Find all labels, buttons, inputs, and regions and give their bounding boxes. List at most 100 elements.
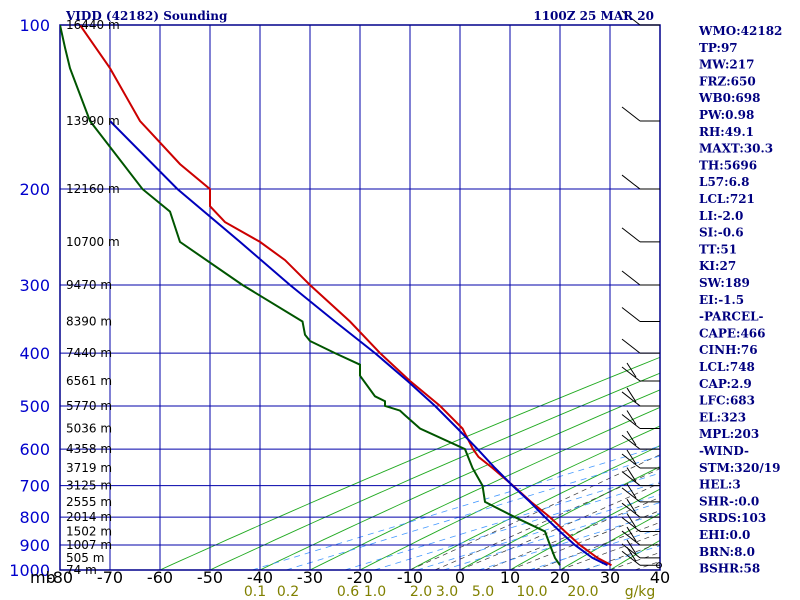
- wind-barb-flag: [621, 338, 641, 354]
- height-label: 16440 m: [66, 18, 120, 32]
- mixing-ratio-line: [251, 445, 660, 570]
- dry-adiabat: [409, 445, 660, 570]
- mixing-ratio-lines: [251, 445, 660, 570]
- temperature-tick-label: -80: [47, 568, 73, 587]
- wind-barb-flag: [621, 530, 641, 546]
- index-line: LI:-2.0: [699, 209, 743, 223]
- calm-wind-marker: [656, 562, 662, 569]
- index-line: HEL:3: [699, 478, 741, 492]
- wind-barb-flag: [621, 434, 641, 450]
- wind-barb-flag: [621, 227, 641, 243]
- dry-adiabat: [760, 25, 800, 570]
- pressure-tick-label: 800: [19, 508, 50, 527]
- wind-barb-flag: [621, 106, 641, 122]
- index-line: TT:51: [699, 242, 737, 256]
- pressure-tick-label: 200: [19, 180, 50, 199]
- index-line: -PARCEL-: [699, 310, 764, 324]
- height-label: 9470 m: [66, 278, 112, 292]
- index-line: CINH:76: [699, 343, 758, 357]
- wind-barb-flag: [626, 430, 637, 446]
- mixing-ratio-line: [374, 481, 660, 570]
- index-line: SW:189: [699, 276, 750, 290]
- height-label: 8390 m: [66, 315, 112, 329]
- mixing-ratio-label: 0.2: [277, 584, 299, 600]
- index-line: LCL:721: [699, 192, 755, 206]
- moist-adiabat: [509, 510, 660, 570]
- index-line: WB0:698: [698, 91, 760, 105]
- index-line: EHI:0.0: [699, 528, 750, 542]
- index-line: LCL:748: [699, 360, 755, 374]
- dry-adiabat: [209, 372, 660, 570]
- isotherms: [59, 25, 661, 570]
- wind-barb-flag: [621, 174, 641, 190]
- index-line: SI:-0.6: [699, 226, 744, 240]
- pressure-tick-label: 400: [19, 344, 50, 363]
- wind-barb-flag: [621, 517, 641, 532]
- temperature-tick-label: 40: [650, 568, 670, 587]
- index-line: CAP:2.9: [699, 377, 752, 391]
- height-label: 12160 m: [66, 182, 120, 196]
- mixing-ratio-label: g/kg: [625, 584, 656, 600]
- mixing-ratio-label: 5.0: [472, 584, 494, 600]
- height-label: 2555 m: [66, 495, 112, 509]
- temperature-tick-label: -70: [97, 568, 123, 587]
- height-label: 7440 m: [66, 346, 112, 360]
- wind-barb-flag: [621, 487, 641, 503]
- dry-adiabat: [459, 466, 660, 570]
- dry-adiabat: [159, 356, 660, 570]
- temperature-tick-label: 30: [600, 568, 620, 587]
- wind-barb-flag: [626, 467, 637, 482]
- indices-panel: WMO:42182 TP:97 MW:217 FRZ:650 WB0:698 PW:0.9…: [698, 24, 782, 576]
- index-line: L57:6.8: [699, 175, 749, 189]
- temperature-labels: -80 -70 -60 -50 -40 -30 -20 -10 0 10 20 30 40: [47, 568, 670, 587]
- index-line: WMO:42182: [698, 24, 782, 38]
- pressure-unit-label: mb: [30, 568, 56, 587]
- height-label: 13990 m: [66, 114, 120, 128]
- mixing-ratio-labels: 0.1 0.2 0.6 1.0 2.0 3.0 5.0 10.0 20.0 g/kg: [244, 584, 655, 600]
- pressure-tick-label: 600: [19, 440, 50, 459]
- temperature-tick-label: 0: [455, 568, 465, 587]
- wind-barb-flag: [621, 366, 641, 382]
- height-label: 505 m: [66, 551, 104, 565]
- wind-barb-flag: [626, 449, 637, 465]
- index-line: CAPE:466: [699, 326, 766, 340]
- wind-barb-flag: [626, 526, 637, 542]
- height-label: 4358 m: [66, 442, 112, 456]
- index-line: FRZ:650: [699, 74, 756, 88]
- mixing-ratio-label: 0.6: [337, 584, 359, 600]
- mixing-ratio-label: 20.0: [567, 584, 598, 600]
- wind-barb-flag: [626, 362, 637, 378]
- wind-barb-flag: [621, 550, 641, 566]
- mixing-ratio-label: 10.0: [516, 584, 547, 600]
- wind-barb-flag: [626, 546, 637, 562]
- index-line: KI:27: [699, 259, 736, 273]
- wind-barb-flag: [626, 483, 637, 499]
- moist-adiabat: [584, 542, 660, 570]
- wind-barb-flag: [621, 453, 641, 469]
- index-line: BRN:8.0: [699, 545, 755, 559]
- isobars: [59, 24, 661, 571]
- index-line: TP:97: [699, 41, 738, 55]
- height-label: 74 m: [66, 563, 97, 577]
- plot-frame: [59, 24, 661, 571]
- wind-barb-flag: [626, 410, 637, 425]
- wind-barb-flag: [621, 414, 641, 429]
- temperature-trace: [79, 25, 612, 567]
- temperature-tick-label: 10: [500, 568, 520, 587]
- index-line: EI:-1.5: [699, 293, 744, 307]
- height-label: 10700 m: [66, 235, 120, 249]
- wind-barb-flag: [626, 513, 637, 528]
- mixing-ratio-label: 3.0: [436, 584, 458, 600]
- height-label: 3125 m: [66, 479, 112, 493]
- height-label: 5036 m: [66, 421, 112, 435]
- temperature-tick-label: -60: [147, 568, 173, 587]
- height-label: 1502 m: [66, 525, 112, 539]
- height-label: 2014 m: [66, 510, 112, 524]
- index-line: SHR-:0.0: [699, 494, 759, 508]
- temperature-tick-label: 20: [550, 568, 570, 587]
- temperature-tick-label: -50: [197, 568, 223, 587]
- wind-barb-flag: [621, 543, 641, 559]
- index-line: SRDS:103: [699, 511, 766, 525]
- mixing-ratio-label: 0.1: [244, 584, 266, 600]
